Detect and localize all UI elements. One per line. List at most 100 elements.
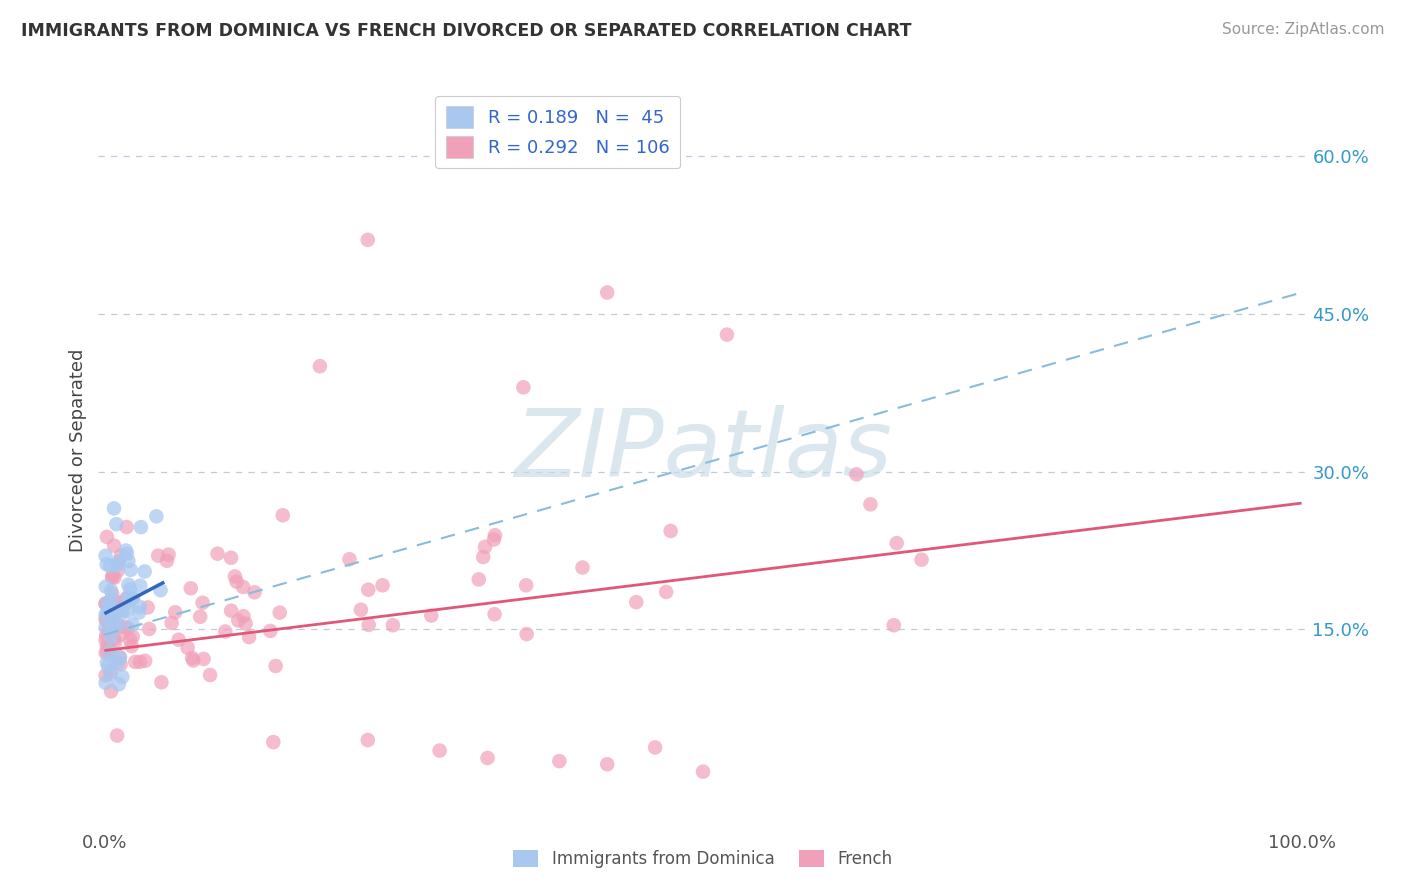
Point [115,547,138,561]
Point [96,628,118,642]
Point [571,560,593,574]
Point [477,751,499,765]
Point [238,630,260,644]
Point [94,597,117,611]
Point [122,591,145,605]
Point [121,630,143,644]
Point [96,558,118,572]
Point [225,574,247,589]
Point [98,602,121,616]
Point [138,622,160,636]
Point [108,650,131,665]
Point [193,652,215,666]
Point [235,616,257,631]
Point [512,380,534,394]
Legend: Immigrants from Dominica, French: Immigrants from Dominica, French [506,843,900,875]
Point [655,585,678,599]
Point [108,604,131,618]
Point [97,597,120,611]
Point [100,618,122,632]
Point [105,558,128,573]
Point [198,668,221,682]
Text: Source: ZipAtlas.com: Source: ZipAtlas.com [1222,22,1385,37]
Point [626,595,648,609]
Point [94,549,117,563]
Point [181,651,204,665]
Point [100,684,122,698]
Point [468,573,491,587]
Point [96,656,118,670]
Point [117,577,139,591]
Point [100,583,122,598]
Point [160,615,183,630]
Point [219,550,242,565]
Point [548,754,571,768]
Point [117,604,139,618]
Point [128,606,150,620]
Point [167,632,190,647]
Point [117,554,139,568]
Point [100,666,122,681]
Point [94,633,117,648]
Point [309,359,332,374]
Point [129,520,152,534]
Point [97,605,120,619]
Point [104,598,127,612]
Point [845,467,868,482]
Y-axis label: Divorced or Separated: Divorced or Separated [69,349,87,552]
Point [128,655,150,669]
Point [214,624,236,639]
Point [105,595,128,609]
Point [105,517,128,532]
Point [219,604,242,618]
Point [134,654,156,668]
Point [357,617,380,632]
Point [484,528,506,542]
Point [100,559,122,574]
Text: ZIPatlas: ZIPatlas [515,405,891,496]
Point [516,627,538,641]
Point [101,570,124,584]
Point [134,565,156,579]
Point [371,578,394,592]
Point [94,676,117,690]
Point [94,580,117,594]
Point [659,524,682,538]
Point [148,549,170,563]
Point [121,617,143,632]
Point [117,591,139,606]
Point [94,612,117,626]
Point [883,618,905,632]
Point [232,580,254,594]
Point [98,641,121,656]
Point [150,675,173,690]
Point [264,659,287,673]
Point [94,668,117,682]
Point [259,624,281,638]
Point [110,596,132,610]
Point [149,583,172,598]
Point [207,547,229,561]
Point [94,620,117,634]
Point [100,615,122,629]
Point [339,552,361,566]
Point [107,564,129,578]
Point [104,635,127,649]
Point [191,596,214,610]
Point [110,549,132,563]
Point [96,530,118,544]
Point [103,571,125,585]
Point [96,645,118,659]
Point [118,582,141,597]
Point [271,508,294,523]
Point [114,620,136,634]
Point [429,743,451,757]
Point [108,618,131,632]
Point [357,233,380,247]
Point [596,285,619,300]
Point [262,735,284,749]
Point [472,549,495,564]
Point [129,579,152,593]
Point [644,740,666,755]
Point [110,628,132,642]
